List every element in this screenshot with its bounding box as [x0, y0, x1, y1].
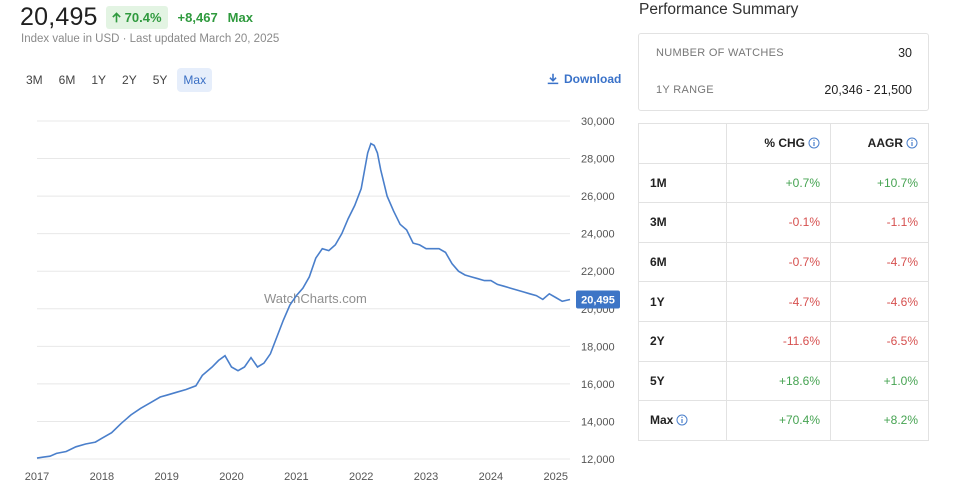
x-tick-label: 2021 — [284, 471, 308, 483]
aagr-header: AAGR — [830, 123, 929, 164]
current-price: 20,495 — [20, 2, 98, 31]
table-row: 5Y +18.6% +1.0% — [638, 360, 929, 402]
info-icon[interactable] — [676, 414, 688, 426]
download-icon — [547, 73, 559, 85]
watches-label: NUMBER OF WATCHES — [656, 47, 784, 59]
aagr-cell: -6.5% — [830, 320, 929, 362]
pct-chg-cell: -11.6% — [726, 320, 831, 362]
period-label: 1Y — [638, 281, 727, 322]
x-tick-label: 2025 — [543, 471, 567, 483]
range-5y-button[interactable]: 5Y — [152, 73, 168, 87]
y-tick-label: 24,000 — [581, 229, 615, 241]
y-tick-label: 26,000 — [581, 191, 615, 203]
percent-change-badge: 70.4% — [105, 5, 168, 29]
x-axis-ticks: 2017 2018 2019 2020 2021 2022 2023 2024 2025 — [25, 471, 568, 483]
series-line — [36, 142, 571, 459]
aagr-cell: +1.0% — [830, 360, 929, 402]
y-tick-label: 14,000 — [581, 416, 615, 428]
aagr-cell: -1.1% — [830, 202, 929, 243]
summary-box: NUMBER OF WATCHES 30 1Y RANGE 20,346 - 2… — [638, 33, 929, 111]
table-row: 3M -0.1% -1.1% — [638, 202, 929, 243]
table-header-blank — [638, 123, 727, 164]
arrow-up-icon — [111, 11, 121, 22]
x-tick-label: 2018 — [90, 471, 114, 483]
absolute-change: +8,467 — [177, 9, 218, 25]
download-label: Download — [564, 72, 622, 86]
y-tick-label: 18,000 — [581, 341, 615, 353]
last-value-box — [576, 290, 620, 309]
watches-value: 30 — [898, 46, 912, 60]
aagr-label: AAGR — [867, 136, 903, 151]
y-tick-label: 28,000 — [581, 154, 615, 166]
summary-title: Performance Summary — [639, 1, 799, 18]
x-tick-label: 2023 — [414, 471, 438, 483]
range-1y-button[interactable]: 1Y — [91, 73, 107, 87]
x-tick-label: 2020 — [219, 471, 243, 483]
period-label: Max — [638, 400, 727, 441]
y-tick-label: 22,000 — [581, 266, 615, 278]
pct-chg-cell: -4.7% — [726, 281, 831, 322]
aagr-cell: -4.6% — [830, 281, 929, 322]
table-row: 2Y -11.6% -6.5% — [638, 320, 929, 362]
table-row: 6M -0.7% -4.7% — [638, 241, 929, 283]
range-selector: 3M 6M 1Y 2Y 5Y Max — [20, 68, 213, 92]
range-3m-button[interactable]: 3M — [26, 73, 43, 87]
period-label: 3M — [638, 202, 727, 243]
aagr-cell: -4.7% — [830, 241, 929, 283]
price-header: 20,495 70.4% +8,467 Max — [20, 2, 253, 32]
range-max-button[interactable]: Max — [177, 68, 213, 92]
performance-table: % CHG AAGR 1M +0.7% +10.7% 3M -0.1% -1.1% 6M -0… — [638, 123, 929, 441]
pct-chg-header: % CHG — [726, 123, 831, 164]
watermark: WatchCharts.com — [264, 291, 367, 306]
download-button[interactable]: Download — [546, 72, 621, 86]
price-chart: 12,00014,00016,00018,00020,00022,00024,0… — [25, 116, 620, 483]
period-label: 6M — [638, 241, 727, 283]
pct-chg-cell: +18.6% — [726, 360, 831, 402]
range-6m-button[interactable]: 6M — [58, 73, 76, 87]
range-label: 1Y RANGE — [656, 84, 714, 96]
x-tick-label: 2017 — [25, 471, 49, 483]
pct-chg-label: % CHG — [764, 136, 805, 151]
table-header-row: % CHG AAGR — [638, 123, 929, 164]
range-value: 20,346 - 21,500 — [824, 83, 912, 97]
y-tick-label: 30,000 — [581, 116, 615, 128]
info-icon[interactable] — [808, 137, 820, 149]
chart-grid — [37, 120, 570, 460]
period-label: 2Y — [638, 320, 727, 362]
aagr-cell: +10.7% — [830, 162, 929, 204]
change-period: Max — [227, 9, 253, 25]
x-tick-label: 2022 — [349, 471, 373, 483]
x-tick-label: 2024 — [479, 471, 503, 483]
pct-chg-cell: -0.1% — [726, 202, 831, 243]
info-icon[interactable] — [906, 137, 918, 149]
y-tick-label: 16,000 — [581, 379, 615, 391]
last-value-marker: 20,495 — [576, 290, 620, 309]
index-subtitle: Index value in USD · Last updated March … — [21, 33, 280, 45]
x-tick-label: 2019 — [154, 471, 178, 483]
table-row: 1M +0.7% +10.7% — [638, 162, 929, 204]
aagr-cell: +8.2% — [830, 400, 929, 441]
table-row: 1Y -4.7% -4.6% — [638, 281, 929, 322]
pct-chg-cell: +70.4% — [726, 400, 831, 441]
range-row: 1Y RANGE 20,346 - 21,500 — [656, 80, 912, 100]
period-label: 1M — [638, 162, 727, 204]
table-row: Max +70.4% +8.2% — [638, 400, 929, 441]
pct-chg-cell: +0.7% — [726, 162, 831, 204]
watches-row: NUMBER OF WATCHES 30 — [656, 43, 912, 63]
period-label: 5Y — [638, 360, 727, 402]
pct-chg-cell: -0.7% — [726, 241, 831, 283]
percent-change-value: 70.4% — [124, 9, 162, 25]
y-tick-label: 12,000 — [581, 454, 615, 466]
range-2y-button[interactable]: 2Y — [122, 73, 137, 87]
last-value-label: 20,495 — [581, 294, 615, 306]
